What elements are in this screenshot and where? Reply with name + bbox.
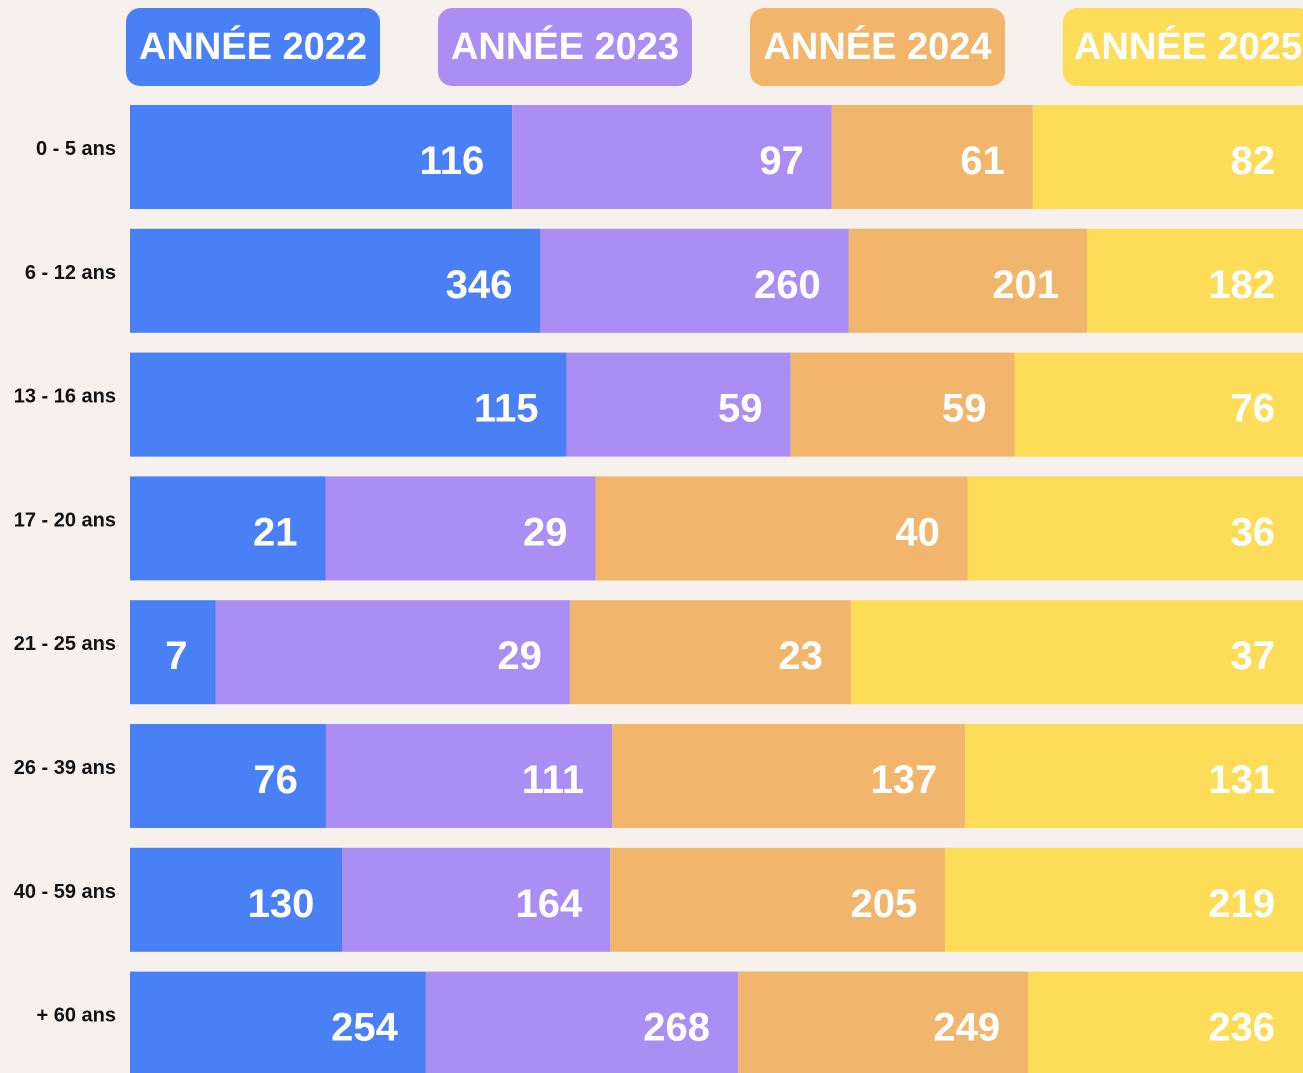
value-label: 76 <box>1231 387 1276 431</box>
bar-segment <box>130 847 343 952</box>
bar-segment <box>130 476 326 581</box>
bar-segment <box>130 971 426 1073</box>
value-label: 236 <box>1208 1006 1275 1050</box>
category-label: 13 - 16 ans <box>14 386 116 408</box>
value-label: 201 <box>992 263 1059 307</box>
bar-segment <box>738 971 1029 1073</box>
category-label: 21 - 25 ans <box>14 633 116 655</box>
bar-segment <box>215 600 570 705</box>
bar-segment <box>130 352 567 457</box>
bar-segment <box>1032 105 1303 209</box>
value-label: 116 <box>420 139 485 183</box>
bar-segment <box>610 847 946 952</box>
bar-segment <box>566 352 791 457</box>
bar-segment <box>612 724 966 828</box>
bar-segment <box>540 228 849 333</box>
bar-segment <box>945 847 1303 952</box>
value-label: 97 <box>759 139 804 183</box>
bar-segment <box>342 847 611 952</box>
bar-segment <box>130 724 326 828</box>
value-label: 29 <box>497 634 542 678</box>
value-label: 61 <box>960 139 1005 183</box>
value-label: 137 <box>871 758 938 802</box>
bar-segment <box>831 105 1033 209</box>
value-label: 59 <box>718 387 763 431</box>
legend-badge <box>438 8 692 86</box>
bar-segment <box>850 600 1303 705</box>
bar-segment <box>130 228 541 333</box>
value-label: 182 <box>1208 263 1275 307</box>
value-label: 59 <box>942 387 987 431</box>
legend-badge <box>1063 8 1303 86</box>
legend-label: ANNÉE 2025 <box>1074 24 1302 68</box>
value-label: 346 <box>446 263 513 307</box>
category-label: + 60 ans <box>36 1005 116 1027</box>
legend-label: ANNÉE 2024 <box>763 24 991 68</box>
bar-segment <box>1028 971 1303 1073</box>
value-label: 219 <box>1208 882 1275 926</box>
value-label: 23 <box>778 634 823 678</box>
bar-segment <box>1014 352 1303 457</box>
bar-segment <box>325 724 613 828</box>
value-label: 37 <box>1231 634 1276 678</box>
value-label: 268 <box>643 1006 710 1050</box>
value-label: 260 <box>754 263 821 307</box>
value-label: 164 <box>516 882 583 926</box>
bar-segment <box>425 971 739 1073</box>
legend-badge <box>126 8 380 86</box>
legend-label: ANNÉE 2023 <box>451 24 679 68</box>
bar-segment <box>569 600 851 705</box>
category-label: 40 - 59 ans <box>14 881 116 903</box>
bar-segment <box>1087 228 1303 333</box>
value-label: 82 <box>1231 139 1276 183</box>
value-label: 76 <box>253 758 298 802</box>
bar-segment <box>790 352 1015 457</box>
bar-segment <box>130 600 216 705</box>
bar-segment <box>965 724 1303 828</box>
value-label: 40 <box>895 510 940 554</box>
legend-label: ANNÉE 2022 <box>139 24 367 68</box>
value-label: 111 <box>522 758 584 802</box>
value-label: 130 <box>248 882 315 926</box>
value-label: 131 <box>1208 758 1275 802</box>
value-label: 7 <box>165 634 187 678</box>
category-label: 6 - 12 ans <box>25 262 116 284</box>
value-label: 254 <box>331 1006 398 1050</box>
category-label: 26 - 39 ans <box>14 757 116 779</box>
value-label: 21 <box>253 510 298 554</box>
legend-badge <box>750 8 1005 86</box>
bar-segment <box>130 105 513 209</box>
value-label: 249 <box>933 1006 1000 1050</box>
bar-segment <box>967 476 1303 581</box>
value-label: 205 <box>850 882 917 926</box>
value-label: 36 <box>1231 510 1276 554</box>
category-label: 0 - 5 ans <box>36 138 116 160</box>
value-label: 115 <box>474 387 539 431</box>
bar-segment <box>848 228 1088 333</box>
category-label: 17 - 20 ans <box>14 509 116 531</box>
value-label: 29 <box>523 510 568 554</box>
bar-segment <box>595 476 968 581</box>
bar-segment <box>325 476 596 581</box>
bar-segment <box>512 105 832 209</box>
